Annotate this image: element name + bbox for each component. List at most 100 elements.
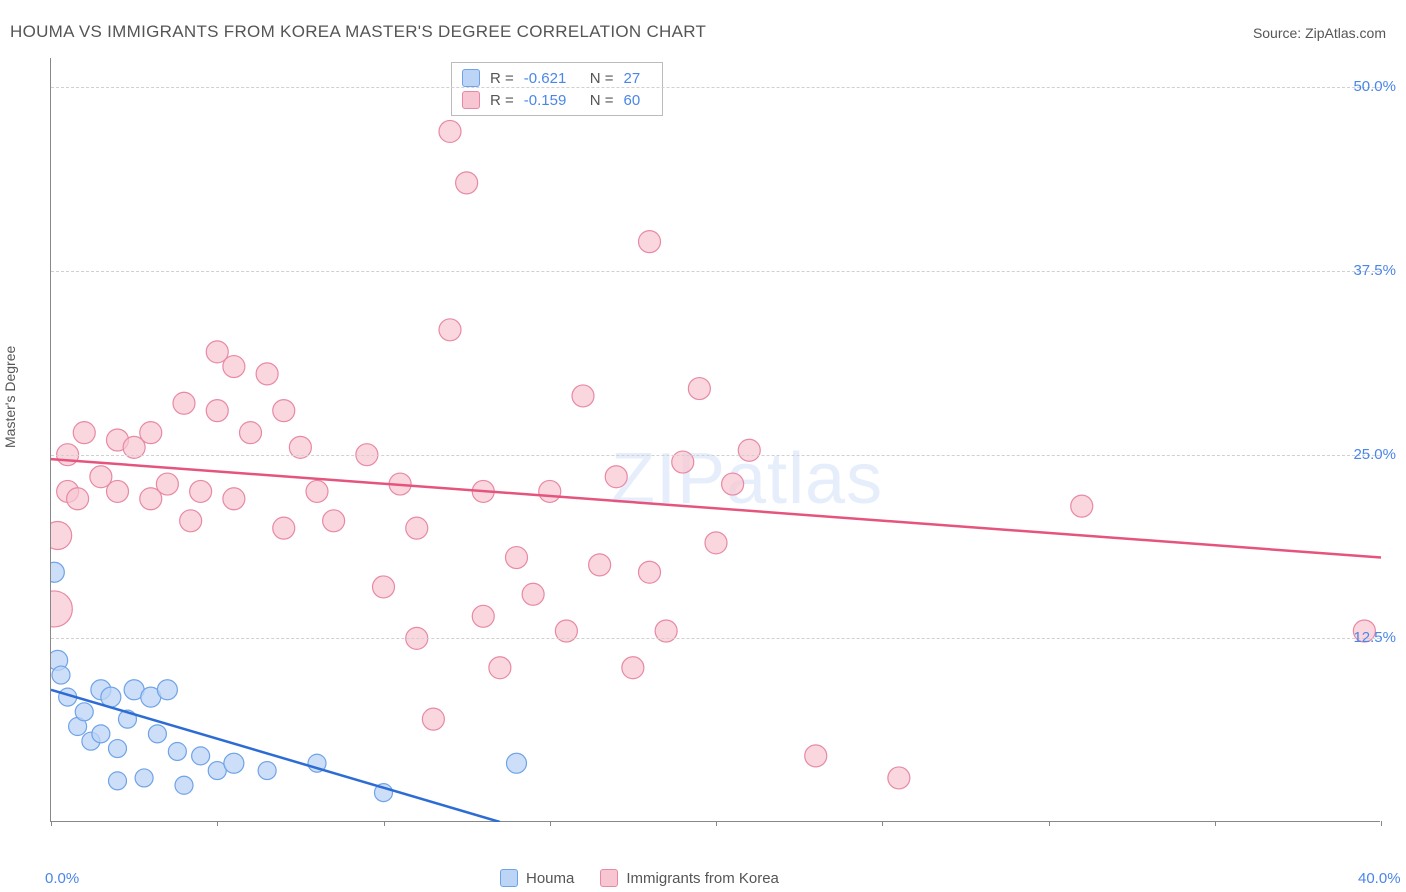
y-tick-label: 12.5% xyxy=(1353,629,1396,646)
legend-swatch xyxy=(600,869,618,887)
x-tick-mark xyxy=(716,821,717,826)
scatter-point-houma xyxy=(92,725,110,743)
x-tick-mark xyxy=(217,821,218,826)
scatter-point-houma xyxy=(52,666,70,684)
scatter-point-houma xyxy=(109,740,127,758)
scatter-point-korea xyxy=(67,488,89,510)
scatter-point-korea xyxy=(306,480,328,502)
x-tick-mark xyxy=(384,821,385,826)
scatter-point-korea xyxy=(439,319,461,341)
scatter-point-korea xyxy=(456,172,478,194)
correlation-legend: R = -0.621 N = 27 R = -0.159 N = 60 xyxy=(451,62,663,116)
y-tick-label: 37.5% xyxy=(1353,262,1396,279)
scatter-point-korea xyxy=(323,510,345,532)
y-tick-label: 50.0% xyxy=(1353,78,1396,95)
series-legend-label: Immigrants from Korea xyxy=(626,870,779,887)
series-legend-item: Houma xyxy=(500,869,574,887)
series-legend: Houma Immigrants from Korea xyxy=(500,869,779,887)
scatter-point-korea xyxy=(589,554,611,576)
scatter-point-korea xyxy=(539,480,561,502)
scatter-point-houma xyxy=(224,753,244,773)
scatter-point-houma xyxy=(148,725,166,743)
x-tick-mark xyxy=(1049,821,1050,826)
scatter-point-korea xyxy=(572,385,594,407)
scatter-point-houma xyxy=(258,762,276,780)
scatter-point-korea xyxy=(688,378,710,400)
scatter-point-korea xyxy=(1071,495,1093,517)
y-axis-label: Master's Degree xyxy=(2,346,18,448)
r-label: R = xyxy=(490,92,514,109)
x-tick-mark xyxy=(1381,821,1382,826)
scatter-point-korea xyxy=(223,356,245,378)
series-legend-item: Immigrants from Korea xyxy=(600,869,779,887)
scatter-point-korea xyxy=(805,745,827,767)
scatter-point-korea xyxy=(422,708,444,730)
legend-swatch xyxy=(462,91,480,109)
scatter-point-korea xyxy=(888,767,910,789)
scatter-point-korea xyxy=(273,400,295,422)
x-tick-label: 0.0% xyxy=(45,870,79,887)
x-tick-mark xyxy=(1215,821,1216,826)
scatter-point-korea xyxy=(273,517,295,539)
scatter-point-korea xyxy=(223,488,245,510)
r-label: R = xyxy=(490,70,514,87)
scatter-point-korea xyxy=(51,522,72,550)
scatter-point-houma xyxy=(75,703,93,721)
x-tick-mark xyxy=(882,821,883,826)
correlation-legend-row: R = -0.159 N = 60 xyxy=(462,89,652,111)
scatter-point-korea xyxy=(722,473,744,495)
n-label: N = xyxy=(590,92,614,109)
scatter-point-korea xyxy=(190,480,212,502)
scatter-point-korea xyxy=(489,657,511,679)
scatter-point-korea xyxy=(51,591,72,627)
scatter-point-korea xyxy=(373,576,395,598)
scatter-point-korea xyxy=(406,517,428,539)
r-value: -0.621 xyxy=(524,70,580,87)
scatter-point-korea xyxy=(107,480,129,502)
scatter-point-korea xyxy=(156,473,178,495)
legend-swatch xyxy=(462,69,480,87)
scatter-point-houma xyxy=(51,562,64,582)
scatter-plot-svg xyxy=(51,58,1381,822)
scatter-point-korea xyxy=(639,231,661,253)
scatter-point-houma xyxy=(175,776,193,794)
gridline xyxy=(51,87,1380,88)
scatter-point-houma xyxy=(168,742,186,760)
n-label: N = xyxy=(590,70,614,87)
n-value: 60 xyxy=(624,92,652,109)
gridline xyxy=(51,455,1380,456)
x-tick-label: 40.0% xyxy=(1358,870,1401,887)
scatter-point-korea xyxy=(472,605,494,627)
scatter-point-houma xyxy=(157,680,177,700)
scatter-point-korea xyxy=(206,400,228,422)
scatter-point-houma xyxy=(507,753,527,773)
n-value: 27 xyxy=(624,70,652,87)
series-legend-label: Houma xyxy=(526,870,574,887)
scatter-point-korea xyxy=(439,120,461,142)
scatter-point-houma xyxy=(192,747,210,765)
scatter-point-korea xyxy=(639,561,661,583)
scatter-point-korea xyxy=(705,532,727,554)
scatter-point-korea xyxy=(140,422,162,444)
scatter-point-korea xyxy=(506,547,528,569)
scatter-point-korea xyxy=(173,392,195,414)
x-tick-mark xyxy=(550,821,551,826)
gridline xyxy=(51,638,1380,639)
gridline xyxy=(51,271,1380,272)
scatter-point-korea xyxy=(622,657,644,679)
scatter-point-korea xyxy=(605,466,627,488)
y-tick-label: 25.0% xyxy=(1353,446,1396,463)
legend-swatch xyxy=(500,869,518,887)
source-attribution: Source: ZipAtlas.com xyxy=(1253,25,1386,41)
scatter-point-korea xyxy=(256,363,278,385)
scatter-point-houma xyxy=(135,769,153,787)
scatter-point-korea xyxy=(522,583,544,605)
x-tick-mark xyxy=(51,821,52,826)
chart-title: HOUMA VS IMMIGRANTS FROM KOREA MASTER'S … xyxy=(10,22,706,42)
scatter-point-korea xyxy=(738,439,760,461)
correlation-legend-row: R = -0.621 N = 27 xyxy=(462,67,652,89)
r-value: -0.159 xyxy=(524,92,580,109)
scatter-point-korea xyxy=(240,422,262,444)
plot-area: ZIPatlas R =-0.621N =27R =-0.159N =60 xyxy=(50,58,1380,822)
scatter-point-houma xyxy=(109,772,127,790)
